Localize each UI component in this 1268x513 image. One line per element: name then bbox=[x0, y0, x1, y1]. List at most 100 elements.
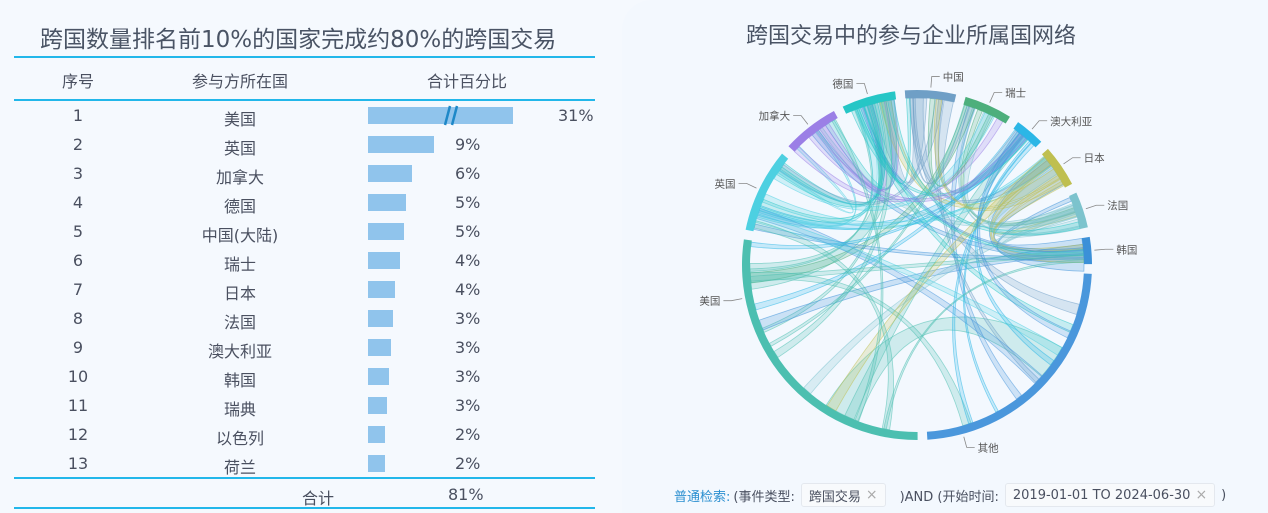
row-percent: 3% bbox=[455, 309, 481, 328]
tag-text: 跨国交易 bbox=[808, 489, 861, 505]
row-index: 1 bbox=[72, 106, 84, 125]
table-row: 4 德国 5% bbox=[0, 188, 620, 217]
table-row: 11 瑞典 3% bbox=[0, 391, 620, 420]
chord-arc-瑞士[interactable] bbox=[963, 96, 1010, 124]
chord-arc-法国[interactable] bbox=[1069, 192, 1088, 229]
row-country: 韩国 bbox=[223, 371, 257, 390]
search-query: 普通检索: (事件类型: 跨国交易 × )AND (开始时间: 2019-01-0… bbox=[674, 483, 1226, 507]
divider bbox=[14, 99, 595, 101]
row-country: 荷兰 bbox=[223, 458, 257, 477]
filter-tag-date[interactable]: 2019-01-01 TO 2024-06-30 × bbox=[1004, 483, 1216, 507]
row-country: 法国 bbox=[223, 313, 257, 332]
row-index: 5 bbox=[72, 222, 84, 241]
percent-bar bbox=[368, 368, 390, 385]
label-leader bbox=[856, 83, 868, 95]
chord-arc-韩国[interactable] bbox=[1081, 236, 1092, 265]
row-percent: 4% bbox=[455, 251, 481, 270]
chord-arc-英国[interactable] bbox=[745, 153, 789, 232]
percent-bar bbox=[368, 339, 392, 356]
chord-ribbon[interactable] bbox=[912, 97, 1080, 316]
chord-panel: 跨国交易中的参与企业所属国网络 中国 瑞士 澳大利亚 日本 法国 韩国 其他 美国 英国 加拿大 德… bbox=[622, 0, 1268, 513]
node-label: 加拿大 bbox=[759, 110, 791, 123]
row-percent: 3% bbox=[455, 338, 481, 357]
divider bbox=[14, 56, 595, 58]
filter-tag-event-type[interactable]: 跨国交易 × bbox=[800, 483, 886, 507]
label-leader bbox=[1085, 204, 1105, 210]
chord-arc-澳大利亚[interactable] bbox=[1013, 122, 1042, 148]
row-country: 日本 bbox=[223, 284, 257, 303]
table-row: 1 美国 31% bbox=[0, 101, 620, 130]
table-row: 3 加拿大 6% bbox=[0, 159, 620, 188]
table-row: 9 澳大利亚 3% bbox=[0, 333, 620, 362]
search-label[interactable]: 普通检索: bbox=[674, 489, 731, 505]
table-row: 7 日本 4% bbox=[0, 275, 620, 304]
row-percent: 9% bbox=[455, 135, 481, 154]
divider bbox=[14, 507, 595, 509]
total-value: 81% bbox=[448, 485, 484, 504]
row-country: 以色列 bbox=[215, 429, 265, 448]
chord-arc-日本[interactable] bbox=[1041, 148, 1073, 188]
label-leader bbox=[1063, 157, 1081, 165]
close-icon[interactable]: × bbox=[865, 487, 878, 503]
row-index: 8 bbox=[72, 309, 84, 328]
row-country: 澳大利亚 bbox=[207, 342, 273, 361]
header-country: 参与方所在国 bbox=[191, 72, 289, 91]
row-country: 加拿大 bbox=[215, 168, 265, 187]
node-label: 法国 bbox=[1107, 199, 1128, 212]
label-leader bbox=[989, 92, 1003, 103]
label-leader bbox=[723, 298, 743, 302]
row-percent: 6% bbox=[455, 164, 481, 183]
header-index: 序号 bbox=[61, 72, 95, 91]
percent-bar bbox=[368, 223, 404, 240]
chord-ribbon[interactable] bbox=[755, 213, 1063, 356]
ranking-table: 跨国数量排名前10%的国家完成约80%的跨国交易 序号 参与方所在国 合计百分比… bbox=[0, 0, 620, 513]
row-percent: 4% bbox=[455, 280, 481, 299]
chart-title: 跨国交易中的参与企业所属国网络 bbox=[746, 24, 1077, 49]
percent-bar bbox=[368, 194, 406, 211]
row-country: 美国 bbox=[223, 110, 257, 129]
table-row: 5 中国(大陆) 5% bbox=[0, 217, 620, 246]
row-percent: 5% bbox=[455, 193, 481, 212]
percent-bar bbox=[368, 310, 393, 327]
header-percent: 合计百分比 bbox=[426, 72, 508, 91]
total-row: 合计 81% bbox=[0, 480, 620, 509]
percent-bar bbox=[368, 455, 385, 472]
node-label: 中国 bbox=[943, 71, 964, 84]
row-country: 德国 bbox=[223, 197, 257, 216]
chord-ribbon[interactable] bbox=[803, 204, 1077, 395]
row-index: 9 bbox=[72, 338, 84, 357]
axis-break-icon bbox=[443, 105, 459, 126]
table-title: 跨国数量排名前10%的国家完成约80%的跨国交易 bbox=[40, 27, 557, 53]
percent-bar bbox=[368, 105, 513, 126]
search-text: (事件类型: bbox=[733, 489, 795, 505]
row-index: 13 bbox=[67, 454, 89, 473]
chord-arc-加拿大[interactable] bbox=[788, 110, 838, 152]
chord-arc-其他[interactable] bbox=[926, 273, 1092, 440]
label-leader bbox=[1094, 248, 1114, 251]
divider bbox=[14, 477, 595, 479]
node-label: 澳大利亚 bbox=[1050, 115, 1092, 128]
total-label: 合计 bbox=[302, 489, 335, 508]
chord-arc-中国[interactable] bbox=[904, 90, 957, 103]
row-percent: 2% bbox=[455, 454, 481, 473]
node-label: 美国 bbox=[699, 295, 720, 308]
percent-bar bbox=[368, 426, 385, 443]
table-row: 13 荷兰 2% bbox=[0, 449, 620, 478]
row-country: 瑞典 bbox=[223, 400, 257, 419]
row-index: 11 bbox=[67, 396, 89, 415]
close-icon[interactable]: × bbox=[1195, 487, 1208, 503]
chord-arc-德国[interactable] bbox=[842, 91, 897, 114]
chord-ribbon[interactable] bbox=[749, 248, 1085, 284]
search-text: ) bbox=[1221, 487, 1227, 503]
percent-bar bbox=[368, 165, 412, 182]
percent-bar bbox=[368, 397, 387, 414]
search-text: )AND (开始时间: bbox=[899, 489, 999, 505]
label-leader bbox=[963, 436, 975, 448]
row-index: 7 bbox=[72, 280, 84, 299]
row-index: 12 bbox=[67, 425, 89, 444]
row-percent: 31% bbox=[558, 106, 594, 125]
table-row: 2 英国 9% bbox=[0, 130, 620, 159]
label-leader bbox=[738, 182, 757, 189]
row-percent: 2% bbox=[455, 425, 481, 444]
label-leader bbox=[930, 76, 940, 88]
